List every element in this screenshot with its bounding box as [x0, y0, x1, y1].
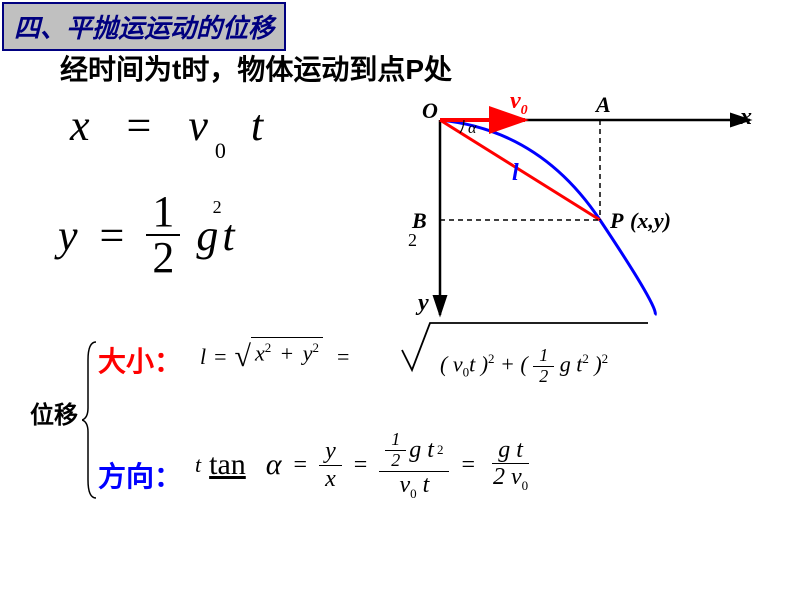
tan-f2-half: 1 2	[385, 430, 406, 471]
eq1-sub: 0	[215, 138, 226, 163]
big-sqrt-content: ( v0t )2 + ( 1 2 g t2 )2	[440, 346, 608, 387]
label-O: O	[422, 98, 438, 124]
sqrt1-content: x2 + y2	[251, 337, 323, 368]
tan-f2-half-d: 2	[385, 451, 406, 471]
section-header: 四、平抛运运动的位移	[2, 2, 286, 51]
subtitle-text: 经时间为t时，物体运动到点P处	[60, 48, 452, 88]
label-Pxy: (x,y)	[630, 208, 671, 234]
tan-f2-den-t: t	[417, 472, 430, 498]
displacement-vector	[440, 120, 600, 220]
tan-eq2: =	[354, 452, 368, 479]
eq1-t: t	[251, 101, 263, 150]
eq2-half: 1 2	[146, 190, 180, 280]
diagram-svg	[400, 90, 780, 330]
tan-f3-den: 2 v0	[487, 464, 534, 493]
eq2-exp: 2	[213, 197, 222, 218]
tan-f2: 1 2 g t2 v0 t	[379, 430, 449, 501]
bs-a2: t )	[469, 351, 488, 376]
eq2-half-num: 1	[146, 190, 180, 236]
bs-outexp: 2	[602, 351, 609, 366]
label-v0-sub: 0	[521, 103, 528, 118]
bs-half-d: 2	[533, 367, 554, 387]
brace-icon	[82, 340, 100, 500]
mag-eq2: =	[337, 344, 349, 370]
projectile-diagram: O A B 2 P (x,y) x y v0 l α	[400, 90, 780, 330]
tan-word: tan	[209, 448, 246, 482]
tan-f2-den-v: v	[399, 472, 410, 498]
displacement-label: 位移	[30, 395, 78, 430]
sqrt1-x-exp: 2	[265, 340, 272, 355]
bs-close: )	[589, 351, 602, 376]
sqrt1-x: x	[255, 341, 265, 366]
sqrt1-plus: +	[281, 341, 293, 366]
label-y: y	[418, 290, 429, 317]
label-x: x	[740, 104, 752, 131]
bs-b: g t	[560, 351, 583, 376]
mag-eq1: =	[214, 344, 226, 370]
tan-f3-num: g t	[492, 437, 529, 464]
sqrt1-y-exp: 2	[312, 340, 319, 355]
equation-y: y = 1 2 g t 2	[58, 190, 244, 280]
tan-t-prefix: t	[195, 452, 201, 478]
bs-half-n: 1	[533, 346, 554, 367]
eq2-lhs: y	[58, 210, 78, 261]
eq1-v: v	[188, 101, 208, 150]
label-l: l	[512, 160, 519, 187]
tan-f1-den: x	[319, 466, 342, 492]
eq2-t: t	[222, 210, 234, 261]
label-B2: 2	[408, 230, 417, 251]
tan-f2-half-n: 1	[385, 430, 406, 451]
label-v0: v0	[510, 88, 528, 119]
tan-f2-exp: 2	[437, 443, 444, 457]
tan-eq3: =	[461, 452, 475, 479]
direction-label: 方向：	[98, 455, 182, 495]
magnitude-label: 大小：	[98, 340, 182, 380]
bs-plus: + (	[500, 351, 528, 376]
mag-l: l	[200, 344, 206, 370]
tan-f3-den-a: 2 v	[493, 464, 522, 490]
bs-half: 1 2	[533, 346, 554, 387]
tan-alpha: α	[266, 448, 282, 482]
magnitude-equation: l = √ x2 + y2 =	[200, 340, 357, 374]
tan-eq1: =	[294, 452, 308, 479]
eq2-half-den: 2	[146, 236, 180, 280]
tan-f2-den: v0 t	[393, 472, 435, 501]
tan-f2-num: 1 2 g t2	[379, 430, 449, 472]
tan-f3-den-sub: 0	[522, 478, 529, 493]
eq1-lhs: x	[70, 101, 90, 150]
tan-f1: y x	[319, 438, 342, 492]
tan-f3: g t 2 v0	[487, 437, 534, 493]
tan-f2-gt: g t	[409, 437, 434, 463]
label-A: A	[596, 92, 611, 118]
eq2-eq: =	[100, 210, 125, 261]
label-alpha: α	[468, 120, 476, 138]
sqrt1-y: y	[303, 341, 313, 366]
label-P: P	[610, 208, 623, 234]
sqrt1-sym: √	[235, 340, 251, 374]
tan-f1-num: y	[319, 438, 342, 465]
bs-a: ( v	[440, 351, 463, 376]
bs-aexp: 2	[488, 351, 495, 366]
label-v0-v: v	[510, 88, 521, 114]
eq1-eq: =	[127, 101, 152, 150]
direction-equation: t tan α = y x = 1 2 g t2 v0 t = g t 2 v0	[195, 430, 534, 501]
equation-x: x = v 0 t	[70, 100, 263, 156]
